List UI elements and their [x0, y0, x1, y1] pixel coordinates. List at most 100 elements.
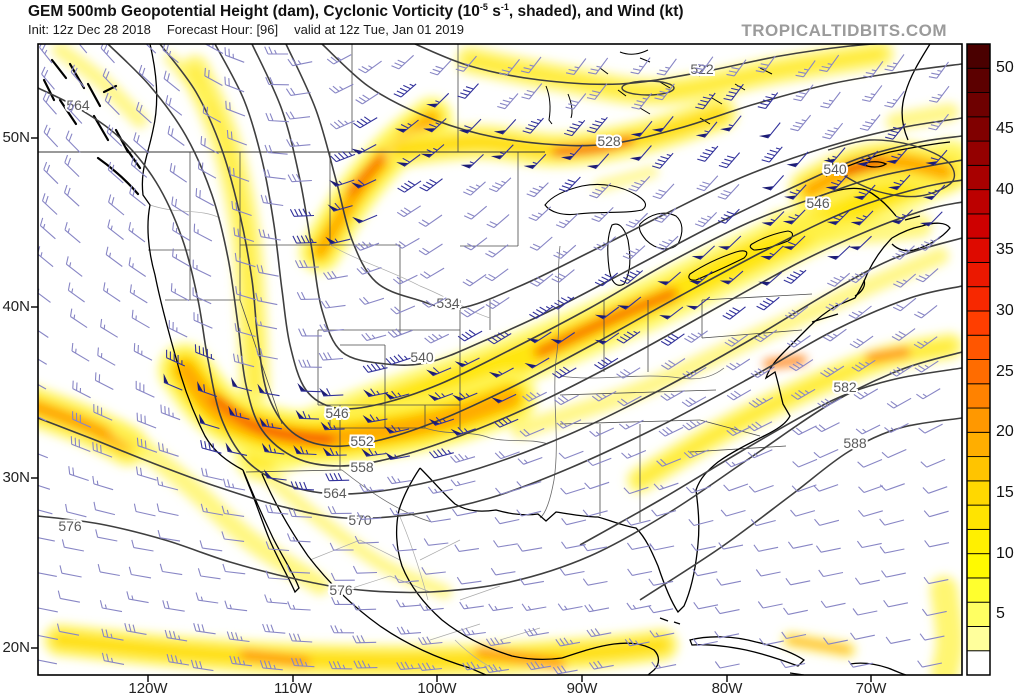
wind-barb: [522, 391, 547, 402]
wind-barb: [755, 569, 781, 577]
vorticity-band: [536, 290, 676, 356]
wind-barb: [135, 380, 155, 398]
wind-barb: [232, 353, 255, 368]
wind-barb: [323, 388, 344, 397]
wind-barb: [92, 442, 113, 458]
wind-barb: [831, 174, 848, 191]
wind-barb: [660, 333, 685, 346]
wind-barb: [287, 601, 311, 611]
wind-barb: [556, 419, 582, 429]
wind-barb: [495, 487, 521, 495]
contour-label: 570: [348, 512, 372, 528]
wind-barb: [229, 166, 250, 182]
wind-barb: [656, 458, 682, 467]
wind-barb: [885, 636, 911, 644]
wind-barb: [766, 271, 782, 286]
wind-barb: [582, 578, 608, 586]
wind-barb: [718, 152, 741, 169]
colorbar-cell: [966, 140, 991, 166]
wind-barb: [319, 323, 344, 333]
wind-barb: [661, 358, 686, 370]
map-border: [37, 43, 963, 676]
colorbar-tick-45: 45: [996, 119, 1014, 137]
wind-barb: [696, 175, 719, 192]
wind-barb: [72, 411, 92, 428]
wind-barb: [204, 67, 223, 86]
wind-barb: [391, 54, 414, 70]
wind-barb-pennant: [297, 382, 307, 392]
wind-barb: [793, 84, 814, 102]
colorbar-cell: [966, 164, 991, 191]
wind-barb: [857, 509, 883, 517]
wind-barb: [200, 503, 224, 516]
wind-barb: [429, 59, 452, 76]
wind-barb: [427, 486, 453, 494]
wind-barb: [484, 268, 509, 282]
wind-barb: [428, 448, 454, 459]
wind-barb: [234, 323, 256, 338]
wind-barb: [419, 178, 443, 192]
wind-barb: [130, 156, 148, 178]
wind-barb: [554, 394, 579, 406]
canadian-lakes: [545, 49, 773, 125]
axis-ticks: [31, 137, 872, 682]
wind-barb: [387, 328, 413, 338]
wind-barb: [355, 92, 380, 105]
wind-barb: [256, 264, 279, 277]
wind-barb: [921, 608, 947, 617]
wind-barb: [460, 306, 485, 318]
wind-barb: [298, 328, 322, 337]
colorbar-tick-5: 5: [996, 605, 1005, 623]
wind-barb: [462, 661, 487, 671]
wind-barb: [194, 344, 215, 361]
wind-barb: [526, 182, 549, 198]
colorbar-cell: [966, 92, 991, 118]
wind-barb: [883, 599, 909, 608]
wind-barb: [494, 516, 520, 525]
wind-barb: [692, 638, 718, 647]
wind-barb: [286, 138, 311, 147]
wind-barb: [859, 114, 881, 131]
wind-barb: [385, 354, 411, 365]
wind-barb: [290, 481, 315, 491]
wind-barb: [820, 365, 845, 378]
wind-barb: [193, 312, 213, 329]
wind-barb-pennant: [257, 383, 266, 394]
wind-barb: [493, 416, 519, 428]
height-contour: [159, 44, 962, 448]
wind-barb: [156, 476, 179, 491]
wind-barb: [655, 235, 679, 251]
wind-barb: [172, 248, 191, 267]
wind-barb: [260, 194, 284, 207]
wind-barb: [593, 236, 617, 251]
colorbar-cell: [966, 407, 991, 433]
wind-barb: [434, 392, 454, 402]
wind-barb: [286, 533, 311, 543]
wind-barb: [552, 366, 577, 379]
wind-barb: [64, 222, 81, 244]
wind-barb: [396, 205, 421, 218]
wind-barb: [551, 269, 575, 283]
wind-barb: [78, 44, 88, 54]
wind-barb: [97, 347, 116, 366]
wind-barb: [396, 599, 421, 608]
wind-barb: [156, 503, 179, 517]
wind-barb-pennant: [719, 280, 733, 285]
wind-barb: [266, 477, 287, 481]
wind-barb: [192, 259, 212, 277]
wind-barb: [421, 567, 446, 575]
wind-barb: [298, 410, 320, 420]
wind-barb: [891, 148, 908, 165]
wind-barb: [922, 486, 948, 494]
wind-barb: [353, 116, 378, 129]
wind-barb: [328, 661, 353, 670]
wind-barb: [685, 485, 711, 494]
wind-barb: [499, 59, 520, 76]
wind-barb: [591, 207, 614, 223]
wind-barb: [791, 484, 817, 493]
wind-barb: [330, 572, 355, 581]
wind-barb: [462, 274, 487, 287]
wind-barb: [654, 83, 675, 101]
colorbar-cell: [966, 626, 991, 652]
